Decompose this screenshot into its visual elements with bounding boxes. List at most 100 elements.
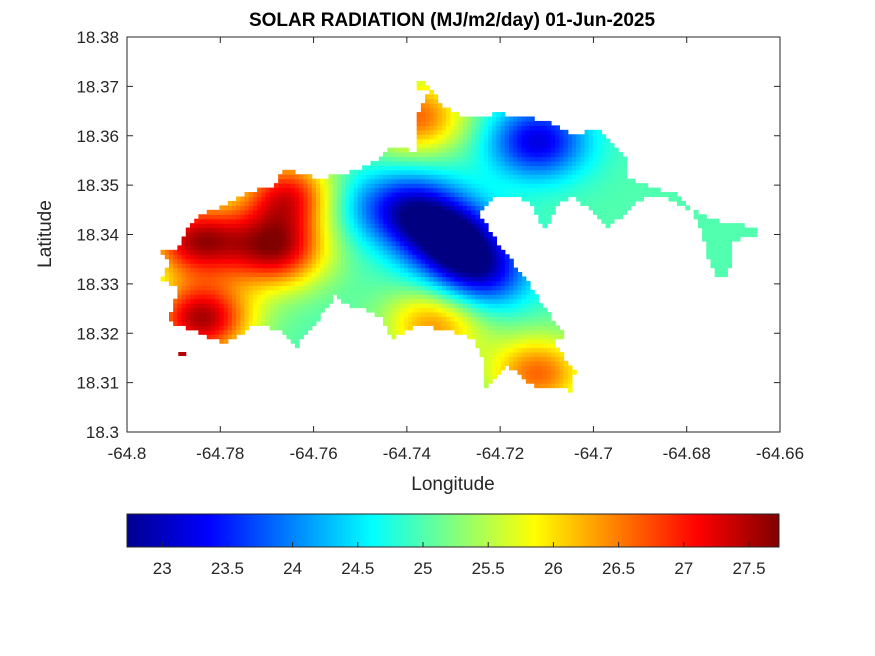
- field-cell: [475, 138, 481, 144]
- field-cell: [177, 294, 183, 300]
- field-cell: [164, 249, 170, 255]
- field-cell: [723, 249, 728, 255]
- field-cell: [362, 227, 367, 233]
- field-cell: [416, 272, 422, 278]
- field-cell: [236, 227, 241, 233]
- field-cell: [513, 312, 518, 318]
- field-cell: [328, 192, 334, 198]
- field-cell: [723, 223, 728, 229]
- field-cell: [580, 147, 586, 153]
- field-cell: [571, 165, 577, 171]
- field-cell: [374, 160, 380, 166]
- field-cell: [395, 205, 401, 211]
- field-cell: [446, 312, 451, 318]
- field-cell: [391, 312, 397, 318]
- field-cell: [525, 325, 531, 331]
- field-cell: [374, 312, 380, 318]
- field-cell: [483, 294, 489, 300]
- field-cell: [269, 312, 275, 318]
- field-cell: [433, 294, 439, 300]
- field-cell: [328, 200, 334, 206]
- field-cell: [248, 227, 254, 233]
- field-cell: [446, 134, 451, 140]
- field-cell: [744, 227, 749, 233]
- field-cell: [500, 174, 506, 180]
- field-cell: [559, 360, 565, 366]
- field-cell: [378, 240, 384, 246]
- field-cell: [609, 174, 615, 180]
- field-cell: [471, 298, 477, 304]
- field-cell: [429, 116, 435, 122]
- field-cell: [555, 129, 560, 135]
- field-cell: [240, 307, 246, 313]
- field-cell: [227, 298, 233, 304]
- field-cell: [223, 245, 229, 251]
- field-cell: [408, 156, 414, 162]
- field-cell: [332, 227, 338, 233]
- field-cell: [441, 205, 447, 211]
- field-cell: [479, 320, 485, 326]
- field-cell: [185, 312, 191, 318]
- field-cell: [173, 298, 178, 304]
- field-cell: [202, 294, 208, 300]
- field-cell: [563, 165, 569, 171]
- field-cell: [450, 249, 456, 255]
- field-cell: [454, 267, 460, 273]
- field-cell: [483, 160, 489, 166]
- field-cell: [488, 298, 493, 304]
- field-cell: [336, 174, 342, 180]
- field-cell: [320, 196, 325, 202]
- field-cell: [525, 152, 531, 158]
- field-cell: [542, 360, 548, 366]
- field-cell: [710, 245, 716, 251]
- field-cell: [387, 178, 393, 184]
- field-cell: [265, 289, 271, 295]
- field-cell: [387, 325, 393, 331]
- field-cell: [185, 325, 191, 331]
- field-cell: [433, 169, 439, 175]
- field-cell: [425, 138, 430, 144]
- field-cell: [345, 298, 351, 304]
- field-cell: [458, 138, 464, 144]
- field-cell: [299, 307, 304, 313]
- field-cell: [341, 200, 346, 206]
- field-cell: [378, 254, 384, 260]
- field-cell: [299, 232, 304, 238]
- field-cell: [202, 254, 208, 260]
- colorbar-tick-label: 24.5: [341, 559, 374, 578]
- field-cell: [437, 183, 443, 189]
- field-cell: [559, 192, 565, 198]
- field-cell: [227, 200, 233, 206]
- field-cell: [420, 183, 426, 189]
- field-cell: [475, 174, 481, 180]
- field-cell: [571, 152, 577, 158]
- field-cell: [467, 276, 472, 282]
- field-cell: [580, 160, 586, 166]
- field-cell: [529, 338, 535, 344]
- field-cell: [219, 249, 225, 255]
- field-cell: [567, 183, 573, 189]
- field-cell: [215, 334, 220, 340]
- field-cell: [286, 320, 292, 326]
- field-cell: [425, 107, 430, 113]
- field-cell: [437, 236, 443, 242]
- field-cell: [366, 183, 372, 189]
- field-cell: [227, 320, 233, 326]
- field-cell: [538, 120, 544, 126]
- field-cell: [676, 196, 682, 202]
- field-cell: [269, 200, 275, 206]
- field-cell: [404, 165, 409, 171]
- field-cell: [366, 169, 372, 175]
- field-cell: [504, 116, 510, 122]
- field-cell: [412, 232, 418, 238]
- field-cell: [517, 280, 523, 286]
- field-cell: [513, 285, 518, 291]
- field-cell: [395, 312, 401, 318]
- field-cell: [315, 267, 321, 273]
- field-cell: [496, 320, 502, 326]
- field-cell: [735, 227, 741, 233]
- field-cell: [643, 192, 649, 198]
- field-cell: [525, 338, 531, 344]
- field-cell: [605, 223, 611, 229]
- y-tick-label: 18.35: [76, 176, 119, 195]
